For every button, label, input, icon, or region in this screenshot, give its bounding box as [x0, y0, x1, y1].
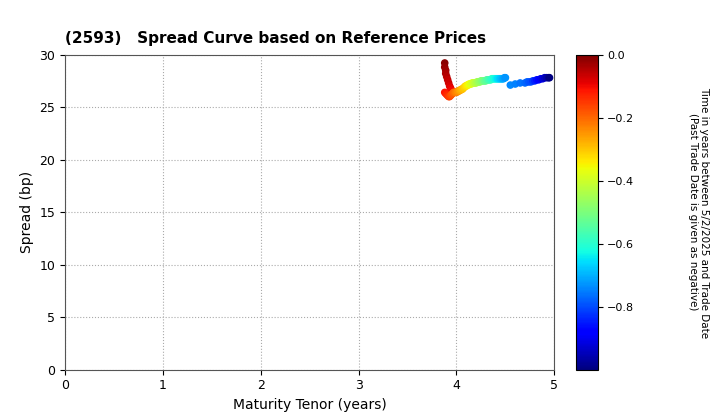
Point: [499, 74, 510, 81]
Point: [490, 76, 501, 82]
Point: [489, 76, 500, 82]
Point: [495, 76, 506, 82]
Point: [439, 64, 451, 71]
Point: [475, 77, 487, 84]
Point: [440, 67, 451, 74]
Point: [468, 79, 480, 86]
Point: [459, 84, 470, 91]
Point: [521, 79, 533, 85]
Point: [474, 79, 486, 85]
Point: [451, 88, 463, 95]
Point: [467, 79, 479, 86]
Point: [441, 73, 452, 80]
Text: (2593)   Spread Curve based on Reference Prices: (2593) Spread Curve based on Reference P…: [65, 32, 486, 47]
Point: [440, 90, 451, 97]
Point: [510, 81, 521, 87]
Point: [467, 79, 478, 86]
Point: [477, 77, 489, 84]
Point: [527, 77, 539, 84]
Point: [484, 76, 495, 83]
Point: [439, 60, 451, 66]
Point: [487, 76, 498, 82]
Point: [483, 76, 495, 83]
Point: [488, 76, 500, 82]
Point: [464, 81, 475, 87]
Point: [498, 76, 509, 82]
Text: Time in years between 5/2/2025 and Trade Date
(Past Trade Date is given as negat: Time in years between 5/2/2025 and Trade…: [688, 87, 709, 338]
Point: [470, 79, 482, 86]
Point: [454, 87, 466, 94]
Point: [497, 76, 508, 82]
Point: [491, 76, 503, 82]
Point: [485, 76, 497, 83]
Point: [514, 79, 526, 86]
X-axis label: Maturity Tenor (years): Maturity Tenor (years): [233, 398, 387, 412]
Point: [451, 89, 462, 96]
Point: [442, 92, 454, 99]
Point: [525, 79, 536, 85]
Point: [461, 83, 472, 89]
Point: [473, 79, 485, 85]
Point: [446, 91, 457, 98]
Point: [458, 85, 469, 92]
Point: [445, 92, 456, 99]
Point: [445, 85, 456, 92]
Y-axis label: Spread (bp): Spread (bp): [19, 171, 34, 253]
Point: [541, 74, 552, 81]
Point: [465, 81, 477, 87]
Point: [447, 90, 459, 97]
Point: [492, 76, 504, 82]
Point: [496, 76, 508, 82]
Point: [443, 93, 454, 100]
Point: [519, 79, 531, 86]
Point: [476, 77, 487, 84]
Point: [449, 89, 460, 96]
Point: [539, 74, 550, 81]
Point: [535, 76, 546, 82]
Point: [533, 76, 544, 83]
Point: [462, 81, 473, 88]
Point: [456, 86, 467, 93]
Point: [448, 89, 459, 96]
Point: [440, 70, 451, 77]
Point: [531, 76, 543, 83]
Point: [459, 83, 471, 89]
Point: [543, 74, 554, 81]
Point: [441, 91, 452, 98]
Point: [454, 87, 465, 94]
Point: [469, 79, 481, 86]
Point: [462, 81, 474, 88]
Point: [439, 89, 451, 96]
Point: [446, 87, 457, 94]
Point: [464, 81, 476, 87]
Point: [544, 74, 555, 81]
Point: [529, 77, 541, 84]
Point: [479, 77, 490, 84]
Point: [505, 81, 516, 88]
Point: [480, 77, 492, 84]
Point: [482, 76, 494, 83]
Point: [443, 79, 454, 86]
Point: [456, 86, 468, 93]
Point: [494, 76, 505, 82]
Point: [500, 74, 511, 81]
Point: [537, 76, 549, 82]
Point: [444, 83, 455, 89]
Point: [523, 79, 535, 85]
Point: [472, 79, 484, 85]
Point: [472, 79, 483, 85]
Point: [442, 76, 454, 83]
Point: [453, 88, 464, 95]
Point: [492, 76, 503, 82]
Point: [450, 89, 462, 96]
Point: [444, 93, 455, 100]
Point: [486, 76, 498, 82]
Point: [481, 76, 492, 83]
Point: [478, 77, 490, 84]
